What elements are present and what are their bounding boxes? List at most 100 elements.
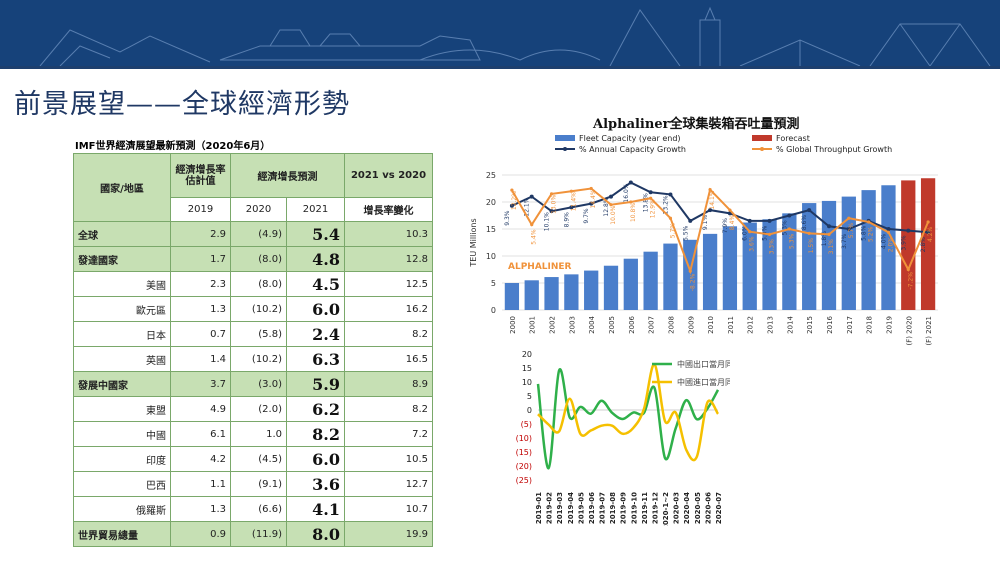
table-caption: IMF世界經濟展望最新預測（2020年6月） — [75, 141, 271, 152]
bar — [643, 251, 658, 310]
bar — [544, 277, 559, 310]
data-label: 11.4% — [570, 192, 577, 211]
value-2020-cell: 1.0 — [230, 421, 287, 447]
value-2021-cell: 8.2 — [286, 421, 345, 447]
data-point — [569, 205, 574, 210]
table-row: 發展中國家 3.7 (3.0) 5.9 8.9 — [73, 371, 433, 397]
legend-entry: 中國進口當月同比 — [677, 377, 730, 387]
x-tick-label: 2019-02 — [546, 492, 554, 524]
data-label: 9.7% — [583, 208, 590, 224]
value-2021-cell: 4.8 — [286, 246, 345, 272]
value-2019-cell: 4.2 — [170, 446, 231, 472]
y-tick-label: 5 — [527, 392, 532, 401]
change-cell: 19.9 — [344, 521, 433, 547]
y-tick-label: 0 — [491, 306, 496, 315]
data-point — [846, 227, 851, 231]
data-label: 10.8% — [630, 203, 637, 222]
data-label: 3.6% — [749, 236, 756, 252]
bar — [920, 178, 936, 310]
value-2021-cell: 5.4 — [286, 221, 345, 247]
value-2020-cell: (11.9) — [230, 521, 287, 547]
y-tick-label: 5 — [491, 279, 496, 288]
bar — [802, 203, 817, 310]
data-label: 5.2% — [868, 226, 875, 242]
x-tick-label: 2012 — [747, 316, 755, 334]
legend-entry: Fleet Capacity (year end) — [579, 134, 681, 143]
region-cell: 發展中國家 — [73, 371, 171, 397]
value-2020-cell: (2.0) — [230, 396, 287, 422]
y-tick-label: (10) — [516, 434, 532, 443]
data-label: 8.9% — [563, 212, 570, 228]
x-tick-label: 2002 — [549, 316, 557, 334]
data-point — [648, 190, 653, 195]
data-label: 6.0% — [742, 225, 749, 241]
bar — [702, 233, 718, 310]
series-line — [536, 368, 720, 470]
x-tick-label: 2020-05 — [694, 492, 702, 524]
data-point — [708, 208, 713, 213]
value-2019-cell: 1.3 — [170, 496, 231, 522]
data-label: 14.4% — [590, 189, 597, 208]
data-point — [668, 216, 673, 220]
table-row: 全球 2.9 (4.9) 5.4 10.3 — [73, 221, 433, 247]
change-cell: 12.8 — [344, 246, 433, 272]
data-point — [906, 228, 911, 233]
region-cell: 全球 — [73, 221, 171, 247]
data-point — [867, 220, 871, 224]
value-2019-cell: 4.9 — [170, 396, 231, 422]
data-label: -8.2% — [689, 273, 696, 291]
value-2019-cell: 1.1 — [170, 471, 231, 497]
data-point — [628, 180, 633, 185]
data-label: 5.8% — [861, 225, 868, 241]
data-label: -7.2% — [907, 272, 914, 290]
data-point — [748, 230, 752, 234]
data-point — [926, 230, 931, 235]
x-tick-label: 2020-04 — [683, 492, 691, 524]
data-point — [847, 216, 851, 220]
table-row: 日本 0.7 (5.8) 2.4 8.2 — [73, 321, 433, 347]
watermark-label: ALPHALINER — [508, 262, 572, 272]
table-row: 中國 6.1 1.0 8.2 7.2 — [73, 421, 433, 447]
x-tick-label: 2011 — [727, 316, 735, 334]
legend-entry: Forecast — [776, 134, 810, 143]
x-tick-label: 2005 — [608, 316, 616, 334]
y-tick-label: (5) — [521, 420, 532, 429]
data-point — [807, 208, 812, 213]
data-point — [649, 196, 653, 200]
data-point — [688, 269, 692, 273]
skyline-illustration — [39, 6, 991, 66]
legend-marker — [563, 147, 567, 151]
x-tick-label: 2016 — [826, 315, 834, 333]
value-2019-cell: 2.9 — [170, 221, 231, 247]
value-2021-cell: 4.5 — [286, 271, 345, 297]
x-tick-label: 2020-1~2 — [662, 492, 670, 526]
data-point — [767, 232, 772, 236]
value-2021-cell: 2.4 — [286, 321, 345, 347]
region-cell: 世界貿易總量 — [73, 521, 171, 547]
y-tick-label: (20) — [516, 462, 532, 471]
throughput-chart: Fleet Capacity (year end) Forecast % Annua… — [469, 134, 938, 346]
data-label: 5.3% — [781, 220, 788, 236]
bar — [504, 283, 520, 310]
data-point — [747, 218, 752, 223]
region-cell: 東盟 — [73, 396, 171, 422]
change-cell: 8.9 — [344, 371, 433, 397]
x-tick-label: 2019-01 — [535, 492, 543, 524]
bar — [603, 265, 619, 310]
x-tick-label: 2020-06 — [704, 492, 712, 524]
data-point — [906, 267, 910, 272]
data-point — [629, 200, 633, 204]
y-tick-label: (25) — [516, 476, 532, 485]
x-tick-label: 2019-04 — [567, 492, 575, 524]
data-label: 5.3% — [788, 233, 795, 249]
x-tick-label: 2019-03 — [556, 492, 564, 524]
data-point — [787, 213, 792, 218]
value-2020-cell: (10.2) — [230, 296, 287, 322]
data-point — [510, 188, 514, 192]
bar — [841, 196, 856, 310]
x-tick-label: 2019-06 — [588, 492, 596, 524]
data-label: 8.6% — [801, 215, 808, 231]
data-label: 3.7% — [841, 233, 848, 249]
data-point — [728, 208, 732, 212]
data-label: 5.7% — [848, 223, 855, 239]
